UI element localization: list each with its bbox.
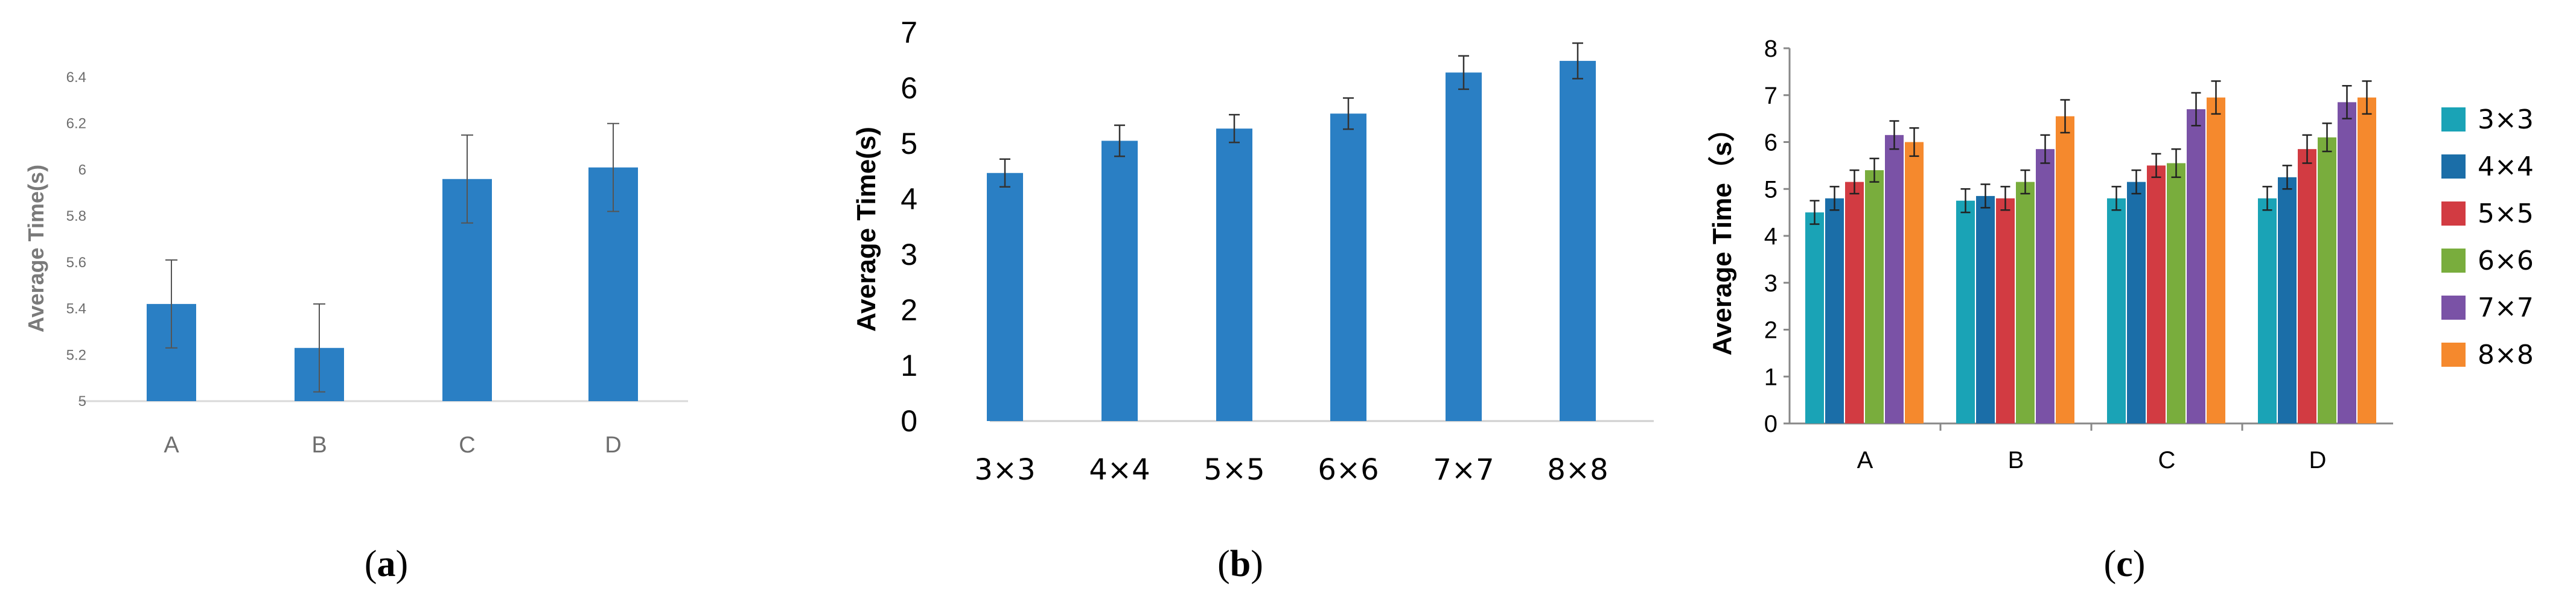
chart-c-legend-swatch <box>2441 154 2466 179</box>
chart-c-x-tick-label: A <box>1857 447 1873 474</box>
chart-c-bar <box>1805 212 1824 423</box>
chart-b-bar <box>987 173 1023 421</box>
chart-c-bar <box>2318 137 2336 423</box>
chart-c-x-tick-label: C <box>2158 447 2176 474</box>
chart-c-y-tick-label: 5 <box>1764 176 1777 203</box>
chart-c-legend-swatch <box>2441 296 2466 320</box>
chart-c-y-tick-label: 6 <box>1764 130 1777 156</box>
chart-b-bar <box>1560 60 1596 422</box>
chart-b-y-tick-label: 6 <box>901 71 917 105</box>
chart-a: Average Time(s) 5 5.2 5.4 5.6 5.8 6 6.2 6.4 A B C D <box>24 69 688 458</box>
chart-c-bar <box>1845 182 1864 423</box>
chart-a-y-tick-label: 6.2 <box>66 116 86 132</box>
chart-c-bar <box>1976 195 1995 423</box>
chart-c-bar <box>2187 109 2205 423</box>
chart-a-y-tick-label: 5.8 <box>66 208 86 224</box>
chart-c-x-tick-label: D <box>2309 447 2327 474</box>
chart-c-legend-swatch <box>2441 201 2466 226</box>
chart-c-legend-swatch <box>2441 343 2466 367</box>
chart-c-legend-swatch <box>2441 107 2466 132</box>
chart-c: Average Time（s） 0 1 2 3 4 5 6 7 8 A B C D 3×3 4×4 5×5 6×… <box>1707 36 2534 474</box>
chart-a-y-tick-label: 6.4 <box>66 69 86 86</box>
chart-c-bar <box>2258 198 2277 423</box>
chart-c-y-tick-label: 2 <box>1764 317 1777 344</box>
chart-c-bar <box>1956 200 1975 423</box>
chart-a-y-tick-label: 6 <box>78 162 86 178</box>
chart-c-bar <box>2278 177 2297 423</box>
chart-c-legend-label: 4×4 <box>2478 151 2534 182</box>
chart-b-bar <box>1216 128 1252 421</box>
chart-c-y-axis-label: Average Time（s） <box>1707 115 1737 356</box>
chart-a-x-tick-label: D <box>605 433 621 458</box>
chart-c-y-tick-label: 1 <box>1764 364 1777 390</box>
chart-c-bar <box>2298 149 2316 423</box>
chart-b: Average Time(s) 0 1 2 3 4 5 6 7 3×3 4×4 5×5 6×6 7×7 8… <box>852 16 1654 487</box>
chart-c-legend-label: 3×3 <box>2478 104 2534 135</box>
chart-b-x-tick-label: 4×4 <box>1089 453 1150 487</box>
chart-c-bar <box>2338 102 2356 424</box>
chart-b-x-tick-label: 8×8 <box>1547 453 1608 487</box>
chart-c-bar <box>1865 170 1884 423</box>
chart-c-bar <box>2016 182 2035 423</box>
chart-c-bar <box>2358 97 2376 423</box>
chart-c-bar <box>1905 142 1924 423</box>
chart-c-bar <box>1996 198 2015 423</box>
chart-c-legend-swatch <box>2441 249 2466 273</box>
chart-b-y-tick-label: 1 <box>901 349 917 382</box>
chart-a-x-tick-label: C <box>459 433 475 458</box>
caption-b: (b) <box>1217 544 1263 585</box>
chart-c-legend-label: 7×7 <box>2478 293 2534 323</box>
chart-c-y-tick-label: 7 <box>1764 83 1777 109</box>
chart-b-x-tick-label: 6×6 <box>1318 453 1379 487</box>
chart-c-bar <box>2167 163 2185 423</box>
chart-c-y-tick-label: 0 <box>1764 411 1777 437</box>
chart-b-bar <box>1330 113 1366 421</box>
chart-c-bar <box>2056 116 2074 424</box>
chart-a-x-tick-label: A <box>164 433 179 458</box>
chart-b-y-tick-label: 4 <box>901 182 917 216</box>
chart-b-bar <box>1446 72 1482 422</box>
chart-c-legend-label: 8×8 <box>2478 340 2534 370</box>
chart-c-y-tick-label: 8 <box>1764 36 1777 62</box>
chart-c-x-tick-label: B <box>2008 447 2024 474</box>
chart-b-y-tick-label: 7 <box>901 16 917 49</box>
chart-c-bar <box>2036 149 2055 423</box>
chart-c-y-tick-label: 4 <box>1764 223 1777 250</box>
chart-c-legend-label: 5×5 <box>2478 198 2534 229</box>
chart-a-y-tick-label: 5.2 <box>66 347 86 363</box>
chart-c-bar <box>2207 97 2225 423</box>
caption-c: (c) <box>2104 544 2146 585</box>
chart-c-bar <box>1825 198 1844 423</box>
caption-a: (a) <box>365 544 408 585</box>
chart-b-y-tick-label: 3 <box>901 238 917 271</box>
chart-b-bar <box>1101 141 1138 421</box>
chart-b-x-tick-label: 5×5 <box>1204 453 1264 487</box>
chart-b-y-tick-label: 0 <box>901 404 917 438</box>
chart-c-legend-label: 6×6 <box>2478 246 2534 276</box>
chart-b-y-tick-label: 5 <box>901 127 917 160</box>
chart-b-x-tick-label: 7×7 <box>1433 453 1494 487</box>
chart-b-x-tick-label: 3×3 <box>974 453 1035 487</box>
chart-a-y-tick-label: 5.6 <box>66 255 86 271</box>
chart-b-y-axis-label: Average Time(s) <box>852 127 881 332</box>
chart-c-y-tick-label: 3 <box>1764 270 1777 297</box>
chart-a-x-tick-label: B <box>311 433 327 458</box>
chart-c-bar <box>2107 198 2126 423</box>
chart-a-y-tick-label: 5 <box>78 393 86 410</box>
chart-c-bar <box>1885 135 1904 423</box>
chart-b-y-tick-label: 2 <box>901 293 917 327</box>
chart-a-y-axis-label: Average Time(s) <box>24 165 48 332</box>
chart-c-bar <box>2147 165 2166 423</box>
chart-a-y-tick-label: 5.4 <box>66 301 86 317</box>
chart-c-bar <box>2127 182 2146 423</box>
